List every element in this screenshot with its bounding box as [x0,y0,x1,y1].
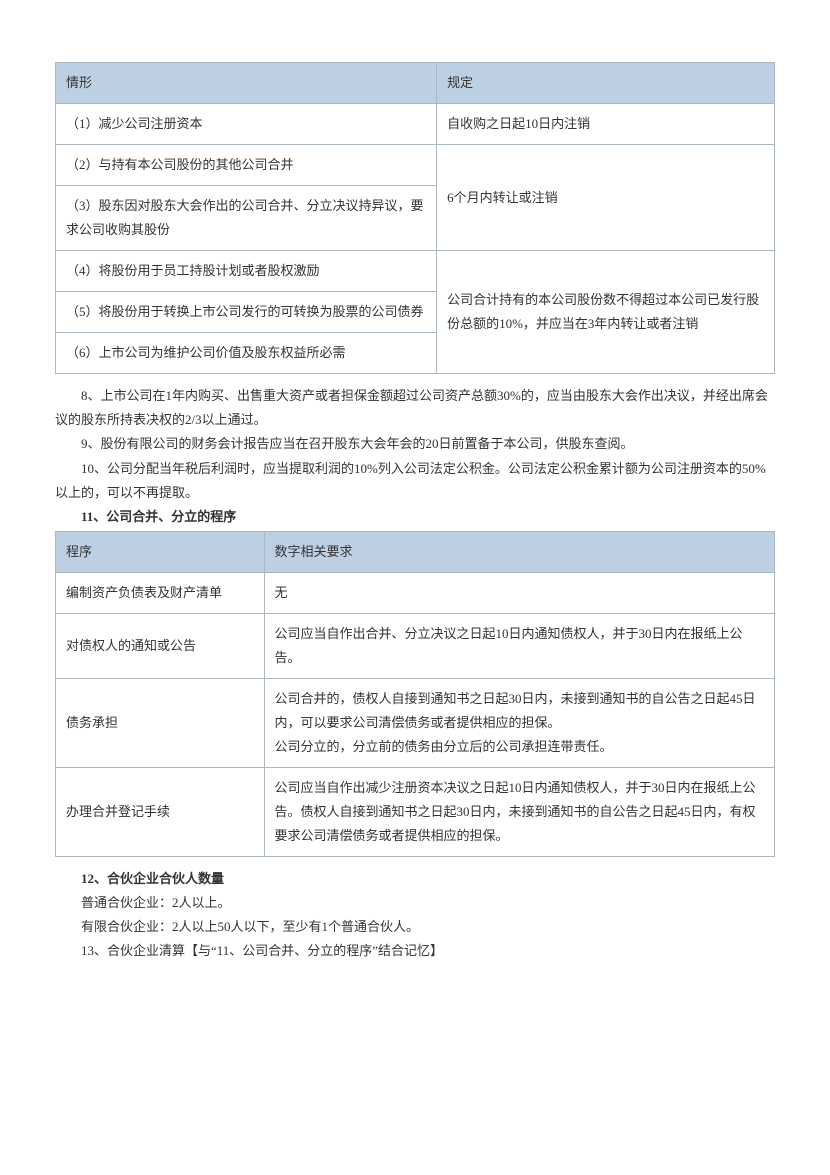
table-row: 编制资产负债表及财产清单无 [56,572,775,613]
body-paragraph: 13、合伙企业清算【与“11、公司合并、分立的程序”结合记忆】 [55,939,775,963]
table-cell: 自收购之日起10日内注销 [437,104,775,145]
body-paragraph: 9、股份有限公司的财务会计报告应当在召开股东大会年会的20日前置备于本公司，供股… [55,432,775,456]
table-cell: （1）减少公司注册资本 [56,104,437,145]
table-header: 规定 [437,63,775,104]
table-cell: 编制资产负债表及财产清单 [56,572,265,613]
table-cell: （2）与持有本公司股份的其他公司合并 [56,145,437,186]
table-row: 债务承担公司合并的，债权人自接到通知书之日起30日内，未接到通知书的自公告之日起… [56,678,775,767]
table-cell: 债务承担 [56,678,265,767]
table-row: （1）减少公司注册资本自收购之日起10日内注销 [56,104,775,145]
table-cell: （4）将股份用于员工持股计划或者股权激励 [56,251,437,292]
table-cell: （6）上市公司为维护公司价值及股东权益所必需 [56,333,437,374]
table-cell: 无 [264,572,775,613]
table-cell: 公司合并的，债权人自接到通知书之日起30日内，未接到通知书的自公告之日起45日内… [264,678,775,767]
body-paragraph: 普通合伙企业：2人以上。 [55,891,775,915]
table-header: 数字相关要求 [264,531,775,572]
table-cell: 对债权人的通知或公告 [56,613,265,678]
table-row: 对债权人的通知或公告公司应当自作出合并、分立决议之日起10日内通知债权人，并于3… [56,613,775,678]
body-paragraph: 10、公司分配当年税后利润时，应当提取利润的10%列入公司法定公积金。公司法定公… [55,457,775,505]
body-paragraph: 12、合伙企业合伙人数量 [55,867,775,891]
table-cell: （3）股东因对股东大会作出的公司合并、分立决议持异议，要求公司收购其股份 [56,186,437,251]
table-row: 办理合并登记手续公司应当自作出减少注册资本决议之日起10日内通知债权人，并于30… [56,767,775,856]
table-procedures: 程序 数字相关要求 编制资产负债表及财产清单无对债权人的通知或公告公司应当自作出… [55,531,775,857]
table-cell: 6个月内转让或注销 [437,145,775,251]
body-paragraph: 有限合伙企业：2人以上50人以下，至少有1个普通合伙人。 [55,915,775,939]
table-row: （2）与持有本公司股份的其他公司合并6个月内转让或注销 [56,145,775,186]
table-row: （4）将股份用于员工持股计划或者股权激励公司合计持有的本公司股份数不得超过本公司… [56,251,775,292]
table-header: 程序 [56,531,265,572]
table-cell: 办理合并登记手续 [56,767,265,856]
table-header: 情形 [56,63,437,104]
table-cell: （5）将股份用于转换上市公司发行的可转换为股票的公司债券 [56,292,437,333]
body-paragraph: 8、上市公司在1年内购买、出售重大资产或者担保金额超过公司资产总额30%的，应当… [55,384,775,432]
table-situations: 情形 规定 （1）减少公司注册资本自收购之日起10日内注销（2）与持有本公司股份… [55,62,775,374]
table-cell: 公司应当自作出合并、分立决议之日起10日内通知债权人，并于30日内在报纸上公告。 [264,613,775,678]
body-paragraph: 11、公司合并、分立的程序 [55,505,775,529]
table-cell: 公司合计持有的本公司股份数不得超过本公司已发行股份总额的10%，并应当在3年内转… [437,251,775,374]
table-cell: 公司应当自作出减少注册资本决议之日起10日内通知债权人，并于30日内在报纸上公告… [264,767,775,856]
